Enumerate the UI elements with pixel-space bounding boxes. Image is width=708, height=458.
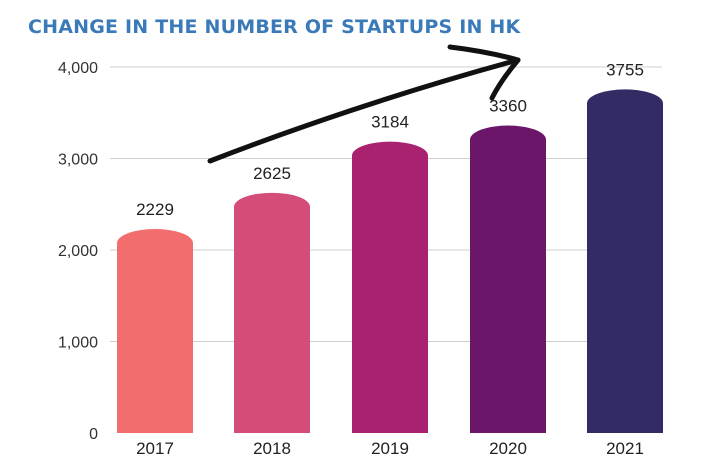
bars — [117, 89, 663, 433]
data-label: 2229 — [136, 200, 174, 219]
data-label: 3360 — [489, 97, 527, 116]
chart-title: CHANGE IN THE NUMBER OF STARTUPS IN HK — [28, 16, 522, 38]
bar-2019 — [352, 141, 428, 433]
y-tick-label: 2,000 — [58, 243, 98, 260]
x-axis-ticks: 2017 2018 2019 2020 2021 — [136, 439, 644, 458]
bar-2017 — [117, 229, 193, 433]
y-tick-label: 1,000 — [58, 335, 98, 352]
bar-2021 — [587, 89, 663, 433]
data-label: 3755 — [606, 60, 644, 79]
bar-2018 — [234, 192, 310, 433]
bar-2020 — [470, 125, 546, 433]
x-tick-label: 2021 — [606, 439, 644, 458]
trend-arrowhead-icon — [447, 44, 521, 101]
x-tick-label: 2019 — [371, 439, 409, 458]
x-tick-label: 2020 — [489, 439, 527, 458]
y-tick-label: 3,000 — [58, 152, 98, 169]
data-label: 3184 — [371, 113, 409, 132]
x-tick-label: 2017 — [136, 439, 174, 458]
y-tick-label: 4,000 — [58, 60, 98, 77]
data-labels: 2229 2625 3184 3360 3755 — [136, 60, 644, 219]
x-tick-label: 2018 — [253, 439, 291, 458]
y-tick-label: 0 — [89, 426, 98, 443]
y-axis-ticks: 0 1,000 2,000 3,000 4,000 — [58, 60, 98, 443]
data-label: 2625 — [253, 164, 291, 183]
trend-arrow-icon — [207, 57, 521, 164]
